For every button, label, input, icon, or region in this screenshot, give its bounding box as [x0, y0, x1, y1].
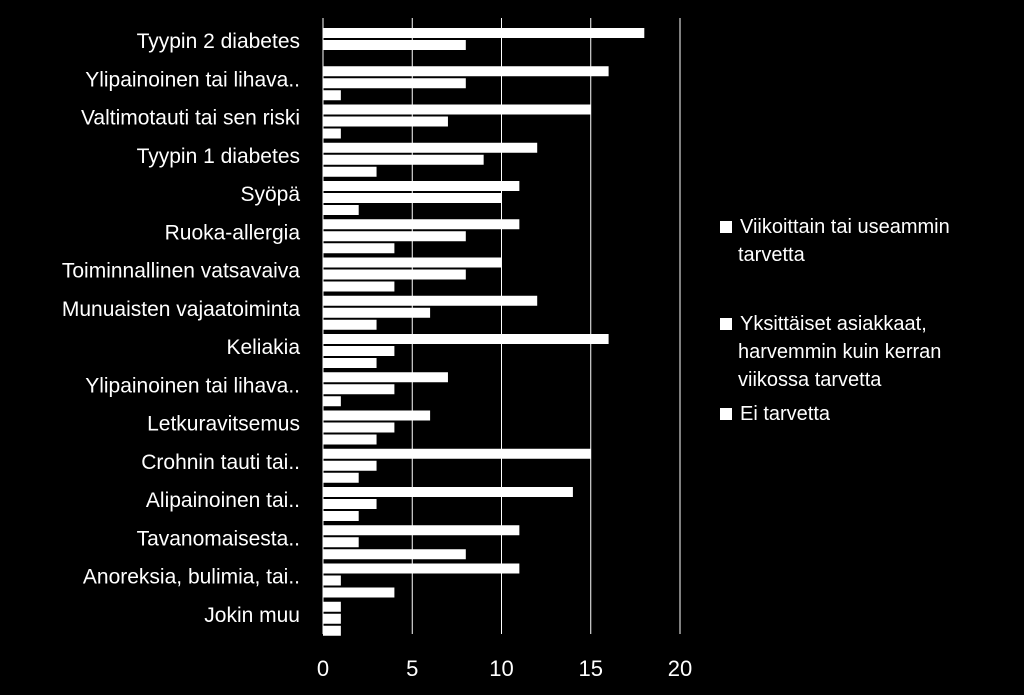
bar-series3-cat15	[323, 587, 395, 598]
legend-swatch-2	[720, 318, 732, 330]
category-label: Valtimotauti tai sen riski	[81, 107, 300, 130]
bar-series3-cat10	[323, 396, 341, 407]
bar-series2-cat1	[323, 40, 466, 50]
category-label: Ylipainoinen tai lihava..	[85, 374, 300, 397]
bar-series2-cat5	[323, 193, 502, 203]
bar-series1-cat16	[323, 601, 341, 612]
bar-series3-cat16	[323, 625, 341, 636]
bar-series2-cat3	[323, 116, 448, 127]
bar-series1-cat12	[323, 448, 591, 459]
legend-label: Viikoittain tai useammin	[740, 216, 950, 238]
bar-series2-cat15	[323, 575, 341, 586]
bar-series1-cat9	[323, 334, 609, 344]
bar-series3-cat13	[323, 511, 359, 521]
legend-label: viikossa tarvetta	[738, 369, 882, 391]
bar-series1-cat4	[323, 142, 538, 153]
bar-series2-cat9	[323, 346, 395, 356]
bar-series2-cat13	[323, 499, 377, 509]
category-label: Keliakia	[226, 336, 300, 359]
bar-series3-cat11	[323, 434, 377, 445]
bar-series2-cat4	[323, 154, 484, 165]
bar-series1-cat6	[323, 219, 520, 230]
bar-series3-cat8	[323, 319, 377, 330]
x-tick-label: 10	[489, 656, 513, 681]
category-label: Toiminnallinen vatsavaiva	[62, 260, 300, 283]
bar-series1-cat14	[323, 525, 520, 536]
legend-swatch-1	[720, 221, 732, 233]
legend-label: Yksittäiset asiakkaat,	[740, 313, 927, 335]
x-tick-label: 15	[579, 656, 603, 681]
legend-swatch-3	[720, 408, 732, 420]
bar-series1-cat1	[323, 28, 645, 38]
bar-series2-cat14	[323, 537, 359, 548]
category-label: Munuaisten vajaatoiminta	[62, 298, 300, 321]
bar-series1-cat13	[323, 487, 573, 497]
bar-series1-cat11	[323, 410, 431, 421]
category-labels: Tyypin 2 diabetes Ylipainoinen tai lihava…	[62, 30, 300, 627]
bar-series1-cat8	[323, 295, 538, 306]
bar-series3-cat4	[323, 166, 377, 177]
bar-series3-cat2	[323, 90, 341, 101]
category-label: Ylipainoinen tai lihava..	[85, 68, 300, 91]
category-label: Tyypin 2 diabetes	[137, 30, 300, 53]
bar-series1-cat2	[323, 66, 609, 77]
bar-series3-cat7	[323, 281, 395, 292]
bar-series3-cat5	[323, 205, 359, 215]
category-label: Syöpä	[240, 183, 300, 206]
bar-series2-cat6	[323, 231, 466, 242]
bar-series2-cat11	[323, 422, 395, 433]
category-label: Alipainoinen tai..	[146, 489, 300, 512]
bar-series3-cat12	[323, 472, 359, 483]
bar-series2-cat10	[323, 384, 395, 395]
bars	[323, 28, 645, 636]
bar-series1-cat5	[323, 181, 520, 191]
bar-series3-cat9	[323, 358, 377, 368]
bar-series3-cat3	[323, 128, 341, 139]
x-tick-label: 5	[406, 656, 418, 681]
legend-label: Ei tarvetta	[740, 403, 831, 425]
legend: Viikoittain tai useammin tarvetta Yksittäi…	[720, 216, 950, 425]
x-tick-label: 0	[317, 656, 329, 681]
category-label: Anoreksia, bulimia, tai..	[83, 566, 300, 589]
category-label: Jokin muu	[204, 604, 300, 627]
bar-series2-cat12	[323, 460, 377, 471]
x-tick-label: 20	[668, 656, 692, 681]
bar-series2-cat16	[323, 613, 341, 624]
bar-series3-cat6	[323, 243, 395, 254]
bar-series2-cat2	[323, 78, 466, 89]
x-tick-labels: 0 5 10 15 20	[317, 656, 692, 681]
bar-series3-cat14	[323, 549, 466, 560]
category-label: Tavanomaisesta..	[137, 527, 300, 550]
bar-series1-cat3	[323, 104, 591, 115]
bar-series1-cat10	[323, 372, 448, 383]
bar-series1-cat7	[323, 257, 502, 268]
category-label: Tyypin 1 diabetes	[137, 145, 300, 168]
legend-label: harvemmin kuin kerran	[738, 341, 941, 363]
category-label: Crohnin tauti tai..	[141, 451, 300, 474]
category-label: Letkuravitsemus	[147, 413, 300, 436]
legend-label: tarvetta	[738, 244, 806, 266]
category-label: Ruoka-allergia	[165, 221, 301, 244]
bar-series2-cat7	[323, 269, 466, 280]
bar-series1-cat15	[323, 563, 520, 574]
bar-series2-cat8	[323, 307, 431, 318]
